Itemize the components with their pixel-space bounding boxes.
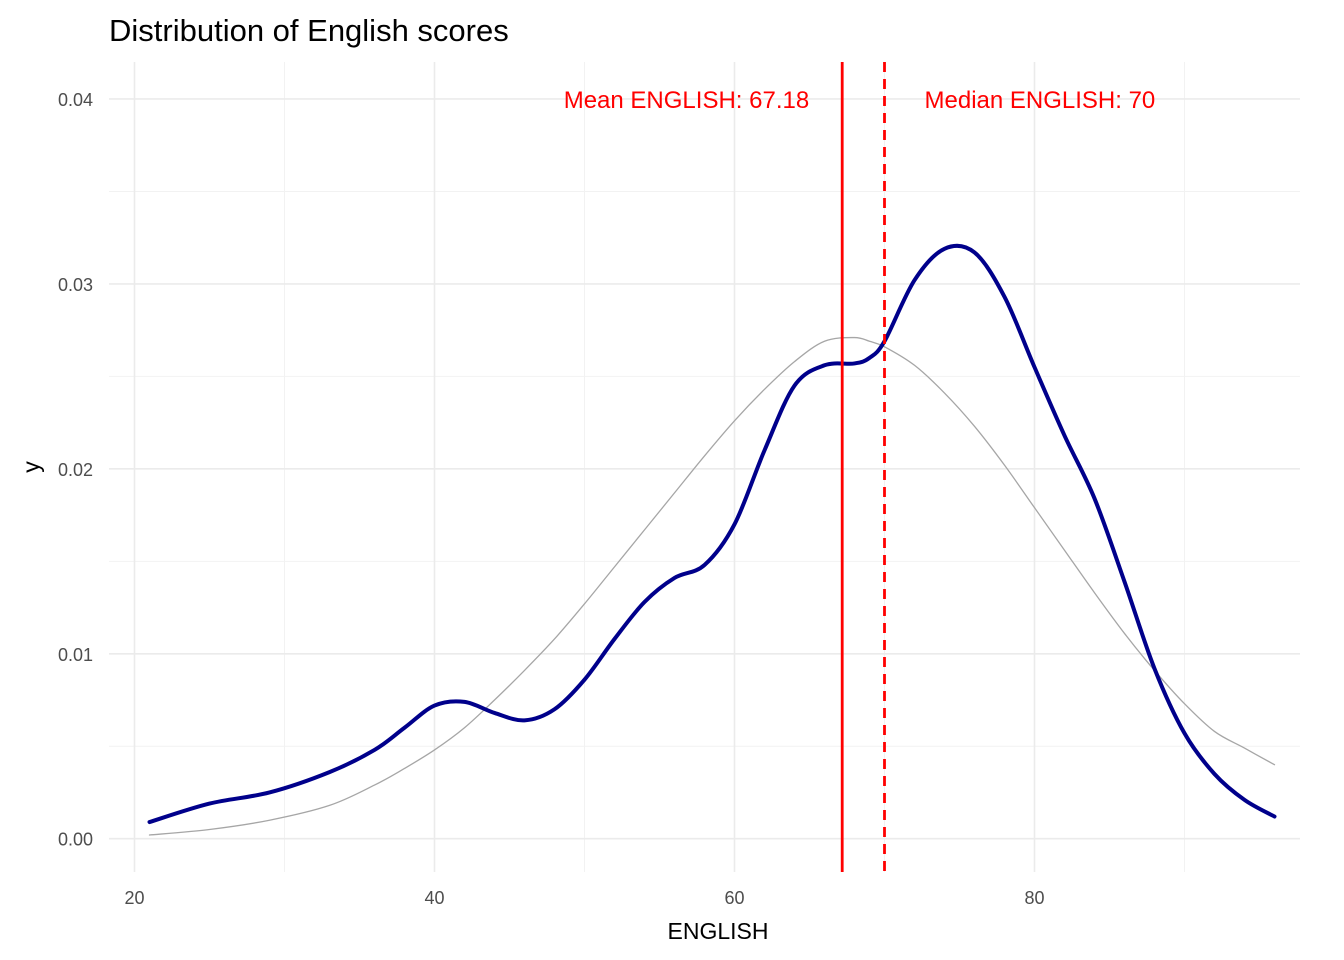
mean-label: Mean ENGLISH: 67.18 (564, 87, 809, 114)
normal-density-line (148, 336, 1276, 836)
x-tick-label: 20 (124, 888, 144, 908)
kernel-density-line (147, 243, 1277, 825)
y-tick-label: 0.02 (58, 460, 93, 480)
x-axis-ticks: 20 40 60 80 (124, 888, 1044, 908)
grid (109, 62, 1300, 872)
y-axis-title: y (18, 461, 44, 473)
y-tick-label: 0.00 (58, 830, 93, 850)
chart-title: Distribution of English scores (109, 13, 509, 48)
median-label: Median ENGLISH: 70 (925, 87, 1156, 114)
x-axis-title: ENGLISH (668, 918, 769, 944)
y-axis-ticks: 0.00 0.01 0.02 0.03 0.04 (58, 90, 93, 850)
series-group (147, 243, 1277, 836)
reference-lines: Mean ENGLISH: 67.18 Median ENGLISH: 70 (564, 62, 1156, 872)
y-tick-label: 0.01 (58, 645, 93, 665)
x-tick-label: 40 (424, 888, 444, 908)
y-tick-label: 0.03 (58, 275, 93, 295)
y-tick-label: 0.04 (58, 90, 93, 110)
x-tick-label: 60 (724, 888, 744, 908)
x-tick-label: 80 (1024, 888, 1044, 908)
